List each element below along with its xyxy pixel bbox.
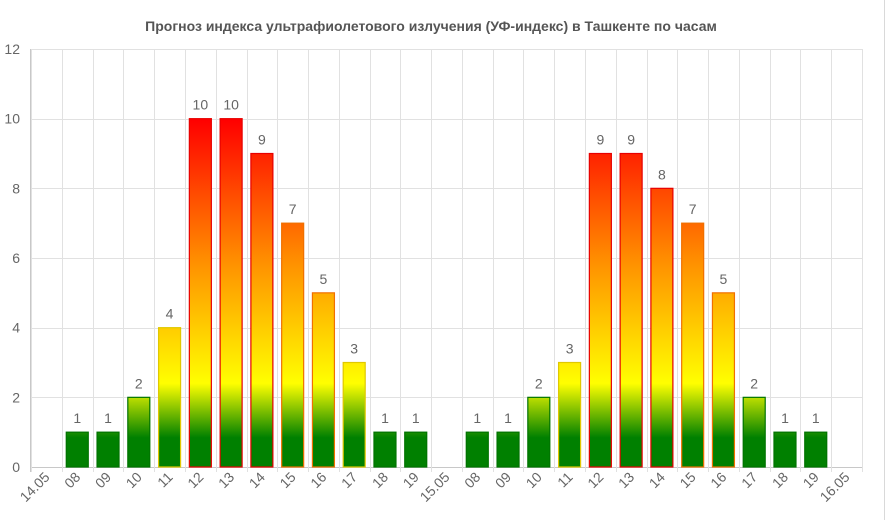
- bar: [496, 431, 520, 468]
- data-label: 7: [689, 201, 697, 217]
- x-tick-label: 10: [123, 469, 145, 491]
- bar: [465, 431, 489, 468]
- bar: [281, 222, 305, 468]
- bar: [373, 431, 397, 468]
- data-label: 1: [412, 410, 420, 426]
- x-tick-label: 16: [307, 469, 329, 491]
- gridlines: [30, 49, 863, 472]
- bar: [157, 327, 182, 468]
- x-tick-label: 08: [61, 469, 83, 491]
- bar: [527, 396, 551, 468]
- bar: [219, 118, 243, 468]
- bar: [742, 396, 766, 468]
- data-label: 2: [135, 375, 143, 391]
- data-label: 4: [166, 306, 174, 322]
- y-tick-label: 4: [12, 320, 20, 336]
- data-label: 1: [504, 410, 512, 426]
- x-tick-label: 12: [584, 469, 606, 491]
- x-tick-label: 15: [276, 469, 298, 491]
- x-tick-label: 18: [769, 469, 791, 491]
- data-label: 2: [535, 375, 543, 391]
- x-tick-label: 10: [523, 469, 545, 491]
- data-label: 9: [627, 132, 635, 148]
- data-label: 2: [750, 375, 758, 391]
- data-label: 1: [812, 410, 820, 426]
- bar: [773, 431, 797, 468]
- y-tick-label: 2: [12, 389, 20, 405]
- x-tick-label: 19: [800, 469, 822, 491]
- x-tick-label: 12: [184, 469, 206, 491]
- data-label: 5: [320, 271, 328, 287]
- data-label: 1: [473, 410, 481, 426]
- x-tick-label: 14: [246, 469, 268, 491]
- bar: [342, 361, 366, 468]
- data-label: 1: [73, 410, 81, 426]
- bar: [311, 292, 336, 468]
- bar: [65, 431, 89, 468]
- x-tick-label: 09: [92, 469, 114, 491]
- bar: [404, 431, 428, 468]
- data-labels: 1 1 2 4 10 10 9 7 5 3 1 1 1 1 2 3 9 9 8 7 5 2 1 1: [73, 97, 820, 426]
- x-tick-label: 08: [461, 469, 483, 491]
- bar: [681, 222, 705, 468]
- bar: [188, 118, 212, 468]
- y-tick-label: 10: [4, 111, 20, 127]
- x-tick-label: 13: [215, 469, 237, 491]
- x-tick-label: 19: [400, 469, 422, 491]
- bar: [711, 292, 736, 468]
- x-tick-label: 18: [369, 469, 391, 491]
- x-tick-label: 13: [615, 469, 637, 491]
- bar: [804, 431, 828, 468]
- y-tick-label: 12: [4, 41, 20, 57]
- bar: [127, 396, 151, 468]
- x-tick-label: 14: [646, 469, 668, 491]
- data-label: 5: [720, 271, 728, 287]
- data-label: 1: [104, 410, 112, 426]
- x-tick-label: 15.05: [417, 469, 453, 505]
- data-label: 7: [289, 201, 297, 217]
- data-label: 3: [350, 341, 358, 357]
- x-tick-label: 09: [492, 469, 514, 491]
- x-tick-label: 16: [707, 469, 729, 491]
- bar: [557, 361, 582, 468]
- bars: [65, 118, 828, 468]
- bar: [96, 431, 120, 468]
- x-tick-label: 17: [738, 469, 760, 491]
- y-tick-label: 6: [12, 250, 20, 266]
- bar: [250, 152, 274, 468]
- x-tick-label: 11: [154, 469, 176, 491]
- x-tick-label: 14.05: [17, 469, 53, 505]
- chart-title: Прогноз индекса ультрафиолетового излуче…: [145, 18, 717, 34]
- page-edge: [884, 0, 888, 520]
- data-label: 10: [193, 97, 209, 113]
- y-tick-label: 8: [12, 180, 20, 196]
- x-tick-label: 17: [338, 469, 360, 491]
- data-label: 10: [223, 97, 239, 113]
- bar: [650, 187, 674, 468]
- data-label: 3: [566, 341, 574, 357]
- data-label: 9: [596, 132, 604, 148]
- data-label: 1: [381, 410, 389, 426]
- bar: [588, 152, 612, 468]
- x-tick-label: 16.05: [817, 469, 853, 505]
- data-label: 8: [658, 166, 666, 182]
- y-axis-ticks: 0 2 4 6 8 10 12: [4, 41, 20, 475]
- y-tick-label: 0: [12, 459, 20, 475]
- bar: [619, 152, 643, 468]
- x-tick-label: 15: [676, 469, 698, 491]
- data-label: 1: [781, 410, 789, 426]
- x-tick-label: 11: [554, 469, 576, 491]
- data-label: 9: [258, 132, 266, 148]
